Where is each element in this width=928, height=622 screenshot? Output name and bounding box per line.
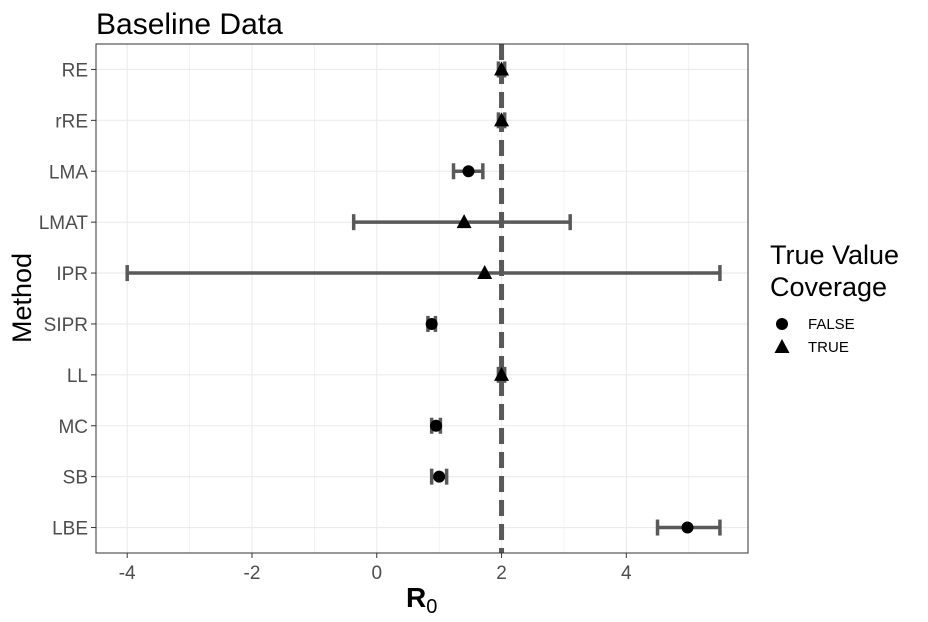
point-sipr [425, 317, 438, 330]
chart-title: Baseline Data [96, 8, 283, 41]
panel-border [95, 43, 749, 554]
legend-title-line1: True Value [770, 240, 899, 270]
legend-title-line2: Coverage [770, 272, 887, 302]
point-re [494, 61, 510, 76]
grid [96, 44, 748, 553]
point-rre [494, 112, 510, 127]
point-ll [494, 366, 510, 381]
legend: True Value Coverage FALSE TRUE [770, 240, 899, 356]
legend-label: TRUE [808, 339, 849, 356]
y-tick-label: LBE [52, 519, 88, 540]
point-sb [433, 470, 446, 483]
legend-entry-true: TRUE [774, 339, 849, 356]
legend-label: FALSE [808, 316, 855, 333]
x-tick-label: 4 [621, 563, 632, 584]
y-tick-label: MC [58, 417, 88, 438]
errorbar-ipr [125, 265, 722, 282]
point-ipr [477, 265, 493, 280]
x-tick-labels: -4 -2 0 2 4 [119, 553, 632, 584]
y-tick-label: SIPR [44, 315, 88, 336]
point-lbe [681, 521, 694, 534]
y-tick-label: LL [67, 366, 88, 387]
legend-key-triangle-icon [774, 339, 790, 353]
x-tick-label: 2 [496, 563, 507, 584]
y-tick-label: SB [63, 468, 88, 489]
y-axis-title: Method [7, 253, 37, 343]
legend-key-circle-icon [776, 318, 788, 330]
x-axis-title-main: R [406, 582, 426, 613]
point-lmat [456, 214, 472, 229]
legend-entry-false: FALSE [776, 316, 855, 333]
points [425, 61, 694, 534]
y-tick-label: LMA [49, 162, 88, 183]
y-tick-labels: RE rRE LMA LMAT IPR SIPR LL MC SB LBE [39, 60, 96, 540]
x-tick-label: -4 [119, 563, 136, 584]
point-lma [462, 165, 475, 178]
x-axis-title: R0 [406, 582, 437, 618]
y-tick-label: rRE [55, 111, 88, 132]
x-axis-title-sub: 0 [426, 596, 437, 618]
x-tick-label: 0 [371, 563, 382, 584]
y-tick-label: IPR [56, 264, 88, 285]
y-tick-label: RE [62, 60, 88, 81]
y-tick-label: LMAT [39, 213, 89, 234]
panel-background [96, 44, 748, 553]
point-mc [430, 419, 443, 432]
x-tick-label: -2 [244, 563, 261, 584]
